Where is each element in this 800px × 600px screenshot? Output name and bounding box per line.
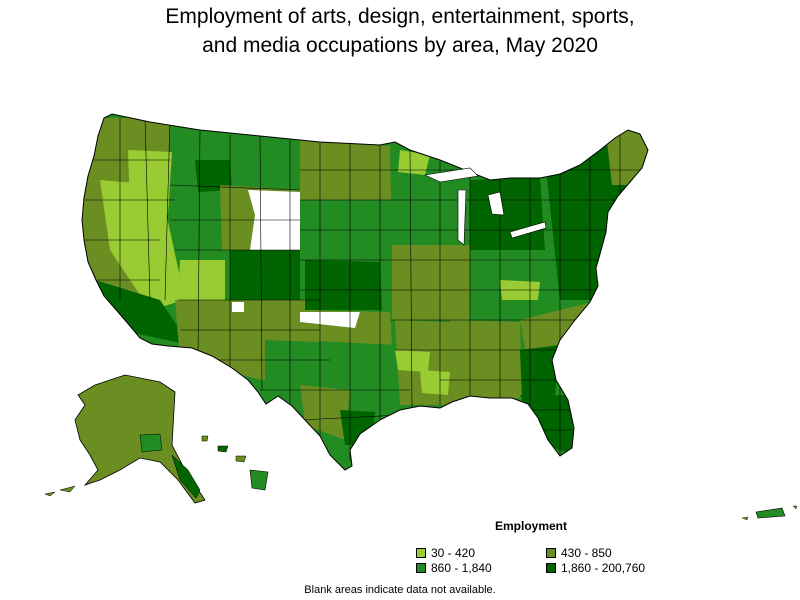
lake-huron: [487, 191, 505, 216]
puerto-rico-island: [755, 507, 786, 519]
puerto-rico-small-islands: [741, 505, 798, 521]
region-maine: [605, 125, 648, 185]
data-availability-note: Blank areas indicate data not available.: [304, 584, 496, 596]
legend-label-3: 860 - 1,840: [431, 561, 492, 575]
hawaii-big-island: [249, 469, 269, 491]
legend-item-2: 430 - 850: [546, 546, 612, 560]
legend-item-4: 1,860 - 200,760: [546, 561, 645, 575]
map-title: Employment of arts, design, entertainmen…: [0, 2, 800, 60]
hawaii-oahu: [217, 445, 229, 453]
hawaii: [201, 435, 269, 491]
hawaii-maui: [235, 455, 247, 463]
region-western-montana: [195, 160, 232, 192]
alaska: [44, 374, 206, 504]
region-southern-california: [95, 280, 190, 345]
lake-erie: [509, 221, 547, 239]
region-utah-south: [178, 260, 225, 300]
region-arizona: [175, 300, 262, 380]
region-colorado: [230, 250, 300, 300]
legend-swatch-1: [416, 548, 426, 558]
conus-regions: [82, 114, 648, 470]
legend-label-4: 1,860 - 200,760: [561, 561, 646, 575]
region-montana: [170, 130, 300, 190]
legend-swatch-3: [416, 563, 426, 573]
region-mississippi: [420, 370, 450, 395]
alaska-mainland: [74, 374, 206, 504]
region-central-arkansas: [395, 350, 430, 372]
region-missouri: [392, 245, 470, 320]
title-line-2: and media occupations by area, May 2020: [202, 34, 598, 57]
legend-label-2: 430 - 850: [561, 546, 612, 560]
legend-item-3: 860 - 1,840: [416, 561, 492, 575]
lake-michigan: [457, 189, 467, 246]
legend-title: Employment: [495, 519, 568, 533]
alaska-anchorage-area: [139, 433, 163, 453]
aleutian-islands: [44, 485, 76, 497]
region-west-texas: [300, 385, 350, 440]
lake-superior: [423, 167, 479, 183]
region-idaho-south: [128, 150, 172, 215]
puerto-rico: [741, 505, 798, 521]
blank-area-oklahoma: [300, 312, 360, 328]
region-kansas: [305, 260, 382, 310]
legend-item-1: 30 - 420: [416, 546, 475, 560]
legend-label-1: 30 - 420: [431, 546, 476, 560]
region-great-lakes: [470, 178, 545, 250]
legend-swatch-2: [546, 548, 556, 558]
great-lakes: [423, 167, 547, 246]
region-northern-minnesota: [398, 150, 430, 175]
region-deep-south: [450, 320, 522, 402]
blank-area-nm-border: [232, 302, 244, 312]
conus-outline: [81, 113, 649, 471]
legend-swatch-4: [546, 563, 556, 573]
title-line-1: Employment of arts, design, entertainmen…: [165, 5, 635, 28]
hawaii-kauai: [201, 435, 209, 442]
alaska-southeast: [171, 454, 201, 499]
